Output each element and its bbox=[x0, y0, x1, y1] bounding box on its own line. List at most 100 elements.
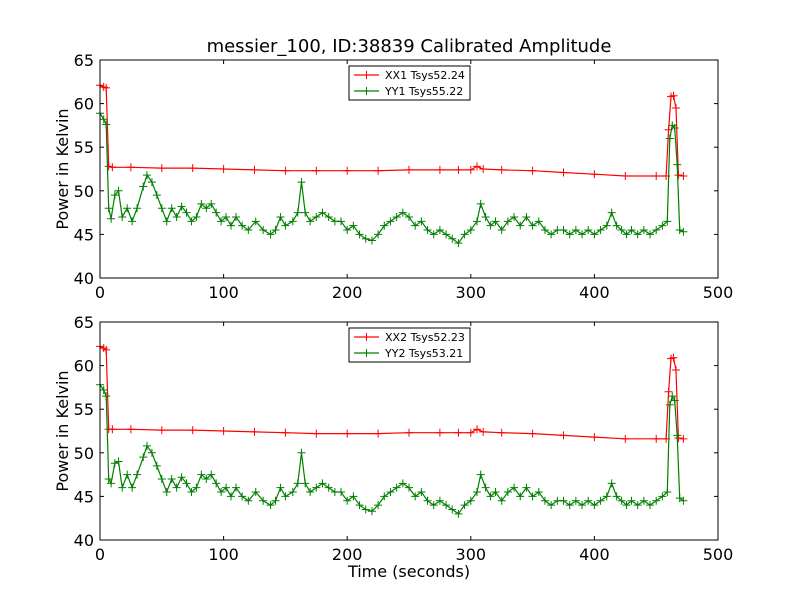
data-point bbox=[212, 479, 221, 488]
data-point bbox=[411, 221, 420, 230]
data-point bbox=[288, 217, 297, 226]
data-point bbox=[312, 483, 321, 492]
data-point bbox=[162, 488, 171, 497]
data-point bbox=[312, 212, 321, 221]
data-point bbox=[602, 221, 611, 230]
data-point bbox=[621, 434, 630, 443]
data-point bbox=[187, 488, 196, 497]
y-axis-label: Power in Kelvin bbox=[53, 108, 72, 229]
data-point bbox=[405, 428, 413, 437]
data-point bbox=[392, 212, 401, 221]
data-point bbox=[497, 165, 506, 174]
data-point bbox=[343, 496, 352, 505]
data-point bbox=[167, 204, 176, 213]
data-point bbox=[665, 134, 674, 143]
data-point bbox=[658, 221, 667, 230]
data-point bbox=[405, 483, 413, 492]
data-point bbox=[454, 239, 463, 248]
data-point bbox=[118, 212, 127, 221]
data-point bbox=[584, 226, 593, 235]
data-point bbox=[167, 474, 176, 483]
data-point bbox=[675, 226, 684, 235]
legend-entry: YY1 Tsys55.22 bbox=[354, 85, 463, 98]
data-point bbox=[460, 230, 469, 239]
legend-marker bbox=[362, 87, 371, 95]
data-point bbox=[227, 221, 236, 230]
data-point bbox=[466, 428, 475, 437]
data-point bbox=[516, 221, 525, 230]
y-tick-label: 65 bbox=[74, 313, 94, 332]
data-point bbox=[522, 483, 531, 492]
data-point bbox=[318, 208, 327, 217]
data-point bbox=[110, 191, 119, 200]
data-point bbox=[674, 171, 683, 180]
y-tick-label: 40 bbox=[74, 269, 94, 288]
legend: XX2 Tsys52.23 YY2 Tsys53.21 bbox=[348, 327, 471, 363]
x-tick-label: 400 bbox=[579, 283, 610, 302]
data-point bbox=[259, 496, 268, 505]
data-point bbox=[142, 171, 151, 180]
data-point bbox=[281, 492, 290, 501]
data-point bbox=[355, 230, 364, 239]
x-tick-label: 400 bbox=[579, 545, 610, 564]
data-point bbox=[197, 199, 206, 208]
data-point bbox=[547, 501, 556, 510]
series-xx bbox=[96, 81, 688, 180]
data-point bbox=[670, 396, 679, 405]
data-point bbox=[540, 226, 549, 235]
data-point bbox=[251, 217, 260, 226]
data-point bbox=[429, 230, 438, 239]
data-point bbox=[386, 488, 395, 497]
plot-frame bbox=[99, 59, 719, 279]
data-point bbox=[454, 428, 463, 437]
legend-entry: YY2 Tsys53.21 bbox=[354, 347, 463, 360]
series-yy bbox=[96, 109, 688, 248]
data-point bbox=[612, 492, 621, 501]
data-point bbox=[466, 226, 475, 235]
data-point bbox=[671, 365, 680, 374]
legend-label: YY1 Tsys55.22 bbox=[384, 85, 463, 98]
panel-bottom: 0 100 200 300 400 500 40 45 50 55 60 65 Power in Kel… bbox=[53, 313, 733, 581]
data-point bbox=[476, 199, 485, 208]
data-point bbox=[627, 496, 636, 505]
data-point bbox=[192, 483, 201, 492]
data-point bbox=[481, 483, 490, 492]
x-tick-label: 300 bbox=[456, 283, 487, 302]
data-point bbox=[349, 221, 358, 230]
data-point bbox=[472, 425, 481, 434]
data-point bbox=[276, 212, 285, 221]
data-point bbox=[602, 492, 611, 501]
data-point bbox=[380, 492, 389, 501]
data-point bbox=[435, 496, 444, 505]
data-point bbox=[182, 479, 191, 488]
y-tick-label: 45 bbox=[74, 487, 94, 506]
data-point bbox=[177, 473, 186, 482]
data-point bbox=[503, 217, 512, 226]
data-point bbox=[646, 230, 655, 239]
x-tick-label: 0 bbox=[95, 283, 105, 302]
data-point bbox=[479, 427, 488, 436]
data-point bbox=[172, 483, 181, 492]
data-point bbox=[559, 496, 568, 505]
data-point bbox=[486, 221, 495, 230]
data-point bbox=[578, 230, 587, 239]
data-point bbox=[288, 488, 297, 497]
data-point bbox=[652, 171, 661, 180]
data-point bbox=[621, 171, 630, 180]
data-point bbox=[472, 162, 481, 171]
x-axis-label: Time (seconds) bbox=[347, 562, 470, 581]
data-point bbox=[297, 448, 306, 457]
data-point bbox=[219, 427, 228, 435]
data-point bbox=[497, 496, 506, 505]
data-point bbox=[417, 217, 426, 226]
data-point bbox=[231, 483, 240, 492]
data-point bbox=[126, 425, 135, 434]
data-point bbox=[192, 212, 201, 221]
data-point bbox=[374, 429, 383, 438]
data-point bbox=[612, 221, 621, 230]
data-point bbox=[337, 488, 346, 497]
data-point bbox=[665, 400, 674, 409]
data-point bbox=[202, 474, 211, 483]
data-point bbox=[142, 441, 151, 450]
data-point bbox=[571, 226, 580, 235]
